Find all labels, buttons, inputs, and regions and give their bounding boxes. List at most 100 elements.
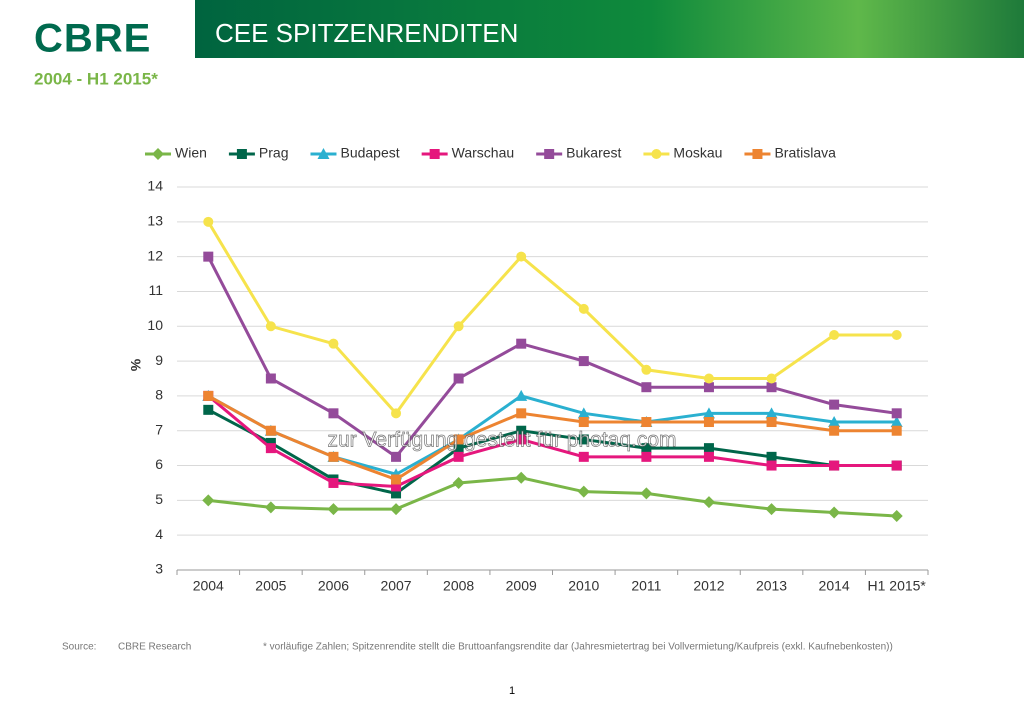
series (203, 251, 902, 462)
marker (516, 425, 527, 436)
marker (765, 503, 778, 516)
y-tick-label: 3 (155, 561, 163, 577)
marker (317, 148, 330, 159)
marker (202, 494, 215, 507)
marker (641, 382, 652, 393)
y-tick-label: 14 (147, 178, 163, 194)
marker (766, 373, 777, 384)
marker (578, 356, 589, 367)
marker (391, 451, 402, 462)
legend-item: Budapest (310, 145, 400, 161)
legend-label: Prag (259, 145, 289, 161)
marker (703, 382, 714, 393)
legend-item: Bratislava (744, 145, 836, 161)
marker (265, 321, 276, 332)
marker (391, 488, 402, 499)
marker (702, 407, 715, 419)
marker (390, 503, 403, 516)
marker (516, 408, 527, 419)
y-tick-label: 12 (147, 247, 163, 263)
legend-label: Bukarest (566, 145, 621, 161)
x-tick-label: 2008 (443, 578, 474, 594)
y-tick-label: 6 (155, 456, 163, 472)
y-tick-label: 9 (155, 352, 163, 368)
x-tick-label: 2011 (631, 578, 661, 594)
marker (640, 487, 653, 500)
y-tick-label: 10 (147, 317, 163, 333)
y-tick-label: 13 (147, 213, 163, 229)
marker (890, 416, 903, 428)
marker (641, 451, 652, 462)
marker (391, 408, 402, 419)
marker (578, 451, 589, 462)
y-axis-label: % (128, 358, 144, 371)
marker (578, 303, 589, 314)
x-tick-label: 2012 (693, 578, 724, 594)
marker (328, 408, 339, 419)
marker (453, 434, 464, 445)
series-line (207, 408, 897, 496)
marker (328, 338, 339, 349)
plot: 3 4 5 6 7 8 9 10 11 12 13 14 2004 2005 2006 2007 2008 200… (147, 178, 929, 594)
marker (264, 501, 277, 514)
legend-label: Budapest (340, 145, 399, 161)
marker (766, 451, 777, 462)
slide-subtitle: 2004 - H1 2015* (34, 69, 158, 88)
x-tick-label: 2010 (568, 578, 599, 594)
watermark: zur Verfügung gestellt für photaq.com (327, 429, 676, 452)
slide-title: CEE SPITZENRENDITEN (215, 18, 518, 48)
legend-label: Moskau (673, 145, 722, 161)
x-tick-label: 2004 (193, 578, 224, 594)
x-tick-label: 2013 (756, 578, 787, 594)
marker (203, 404, 214, 415)
series (203, 216, 902, 419)
marker (452, 476, 465, 489)
marker (641, 443, 652, 454)
y-tick-label: 8 (155, 387, 163, 403)
marker (891, 425, 902, 436)
marker (765, 407, 778, 419)
y-tick-label: 5 (155, 491, 163, 507)
source-label: Source: (62, 642, 96, 653)
marker (453, 443, 464, 454)
marker (766, 417, 777, 428)
marker (236, 149, 247, 159)
marker (429, 149, 440, 159)
page-number: 1 (509, 685, 515, 697)
x-tick-label: 2006 (318, 578, 349, 594)
marker (703, 443, 714, 454)
legend-item: Prag (228, 145, 289, 161)
marker (578, 434, 589, 445)
marker (203, 216, 214, 227)
marker (453, 321, 464, 332)
y-tick-label: 4 (155, 526, 163, 542)
marker (641, 364, 652, 375)
marker (578, 417, 589, 428)
marker (516, 434, 527, 445)
marker (703, 373, 714, 384)
marker (577, 407, 590, 419)
marker (203, 390, 214, 401)
marker (829, 460, 840, 471)
marker (328, 477, 339, 488)
legend-item: Warschau (421, 145, 514, 161)
header-banner (195, 0, 1024, 58)
marker (328, 451, 339, 462)
marker (766, 382, 777, 393)
marker (829, 329, 840, 340)
marker (651, 149, 662, 159)
legend-item: Wien (145, 145, 207, 161)
marker (265, 437, 276, 448)
marker (516, 251, 527, 262)
marker (544, 149, 555, 159)
marker (828, 506, 841, 519)
marker (152, 148, 164, 160)
series (202, 471, 903, 523)
legend-item: Moskau (643, 145, 722, 161)
marker (766, 460, 777, 471)
logo: CBRE (34, 17, 151, 61)
marker (391, 481, 402, 492)
series-line (207, 394, 897, 482)
